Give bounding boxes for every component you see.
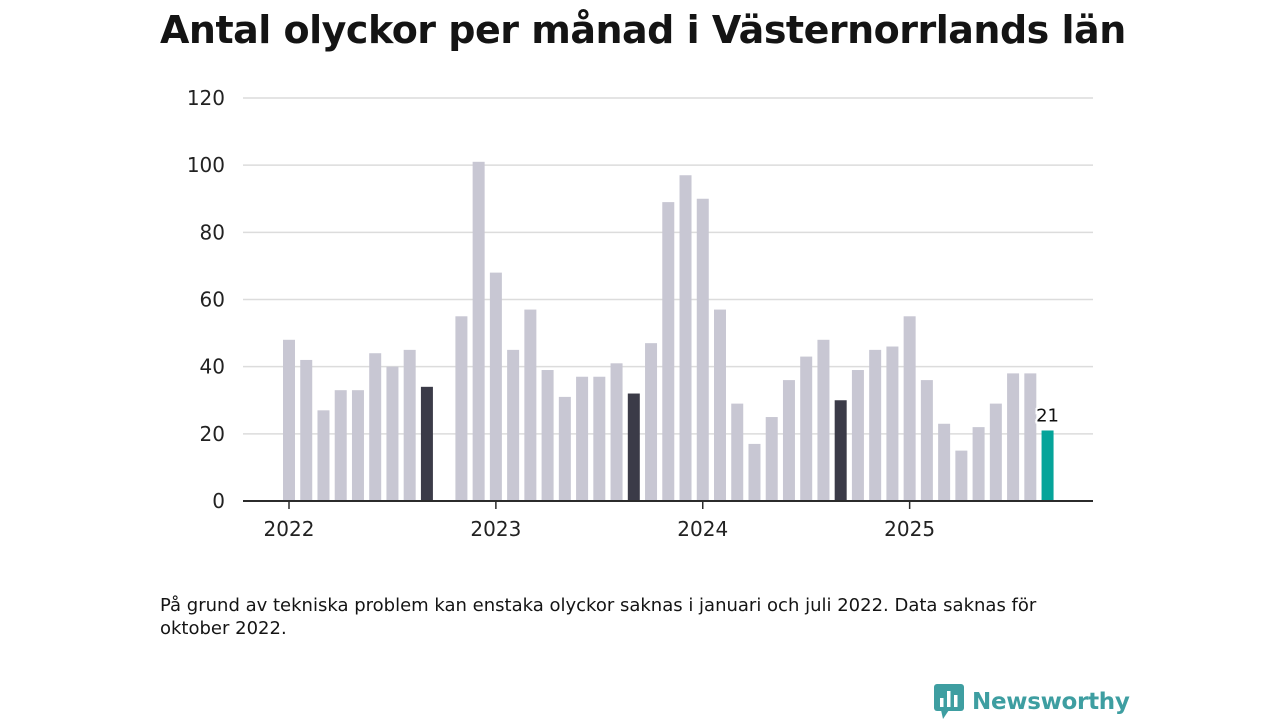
chart-title: Antal olyckor per månad i Västernorrland…	[160, 8, 1126, 52]
bar	[317, 410, 330, 501]
newsworthy-logo-icon	[934, 684, 964, 719]
bar	[283, 339, 295, 501]
bar	[920, 380, 933, 501]
bar-chart: 0 20 40 60 80 100 120 2022 2023 2024 2025 21	[187, 86, 1093, 541]
brand-logo[interactable]: Newsworthy	[934, 684, 1130, 720]
bar	[765, 417, 778, 501]
bar	[369, 353, 382, 501]
bar	[989, 403, 1002, 501]
x-tick-label: 2023	[470, 517, 521, 541]
footnote: På grund av tekniska problem kan enstaka…	[160, 595, 1037, 639]
bar	[662, 202, 675, 502]
bar	[472, 161, 485, 501]
x-tick-label: 2024	[677, 517, 728, 541]
x-tick-label: 2025	[884, 517, 935, 541]
bar	[972, 427, 985, 501]
bar	[386, 366, 399, 501]
y-tick-label: 40	[200, 355, 225, 379]
bar	[731, 403, 744, 501]
bar	[489, 272, 502, 501]
bar	[851, 370, 864, 501]
bar	[645, 343, 658, 501]
bar	[593, 376, 606, 501]
bar	[610, 363, 623, 501]
y-tick-label: 100	[187, 153, 225, 177]
bar	[524, 309, 537, 501]
bar	[300, 359, 313, 501]
bar	[351, 390, 364, 501]
bar	[748, 443, 761, 501]
y-tick-label: 120	[187, 86, 225, 110]
bar	[955, 450, 968, 502]
bar	[938, 423, 951, 501]
bar	[834, 400, 847, 501]
bar	[627, 393, 640, 501]
bar	[1007, 373, 1020, 501]
bar	[679, 175, 692, 502]
bar	[800, 356, 813, 501]
bar	[507, 349, 520, 502]
bar	[903, 316, 916, 501]
y-tick-label: 0	[212, 489, 225, 513]
bar	[334, 390, 347, 501]
bar	[714, 309, 726, 501]
bar	[420, 386, 433, 501]
bar	[869, 349, 882, 502]
y-tick-label: 80	[200, 220, 225, 244]
bar	[455, 316, 468, 501]
bar	[403, 349, 416, 502]
y-tick-label: 60	[200, 288, 225, 312]
bar	[782, 380, 795, 501]
bar	[1024, 373, 1037, 501]
bar	[1041, 430, 1054, 501]
bar	[696, 198, 709, 501]
data-label: 21	[1036, 405, 1059, 426]
bar	[541, 370, 554, 501]
y-tick-label: 20	[200, 422, 225, 446]
bar	[558, 396, 571, 501]
x-tick-label: 2022	[264, 517, 315, 541]
bar	[886, 346, 899, 501]
brand-name: Newsworthy	[972, 689, 1130, 715]
bar	[817, 339, 830, 501]
bar	[576, 376, 589, 501]
